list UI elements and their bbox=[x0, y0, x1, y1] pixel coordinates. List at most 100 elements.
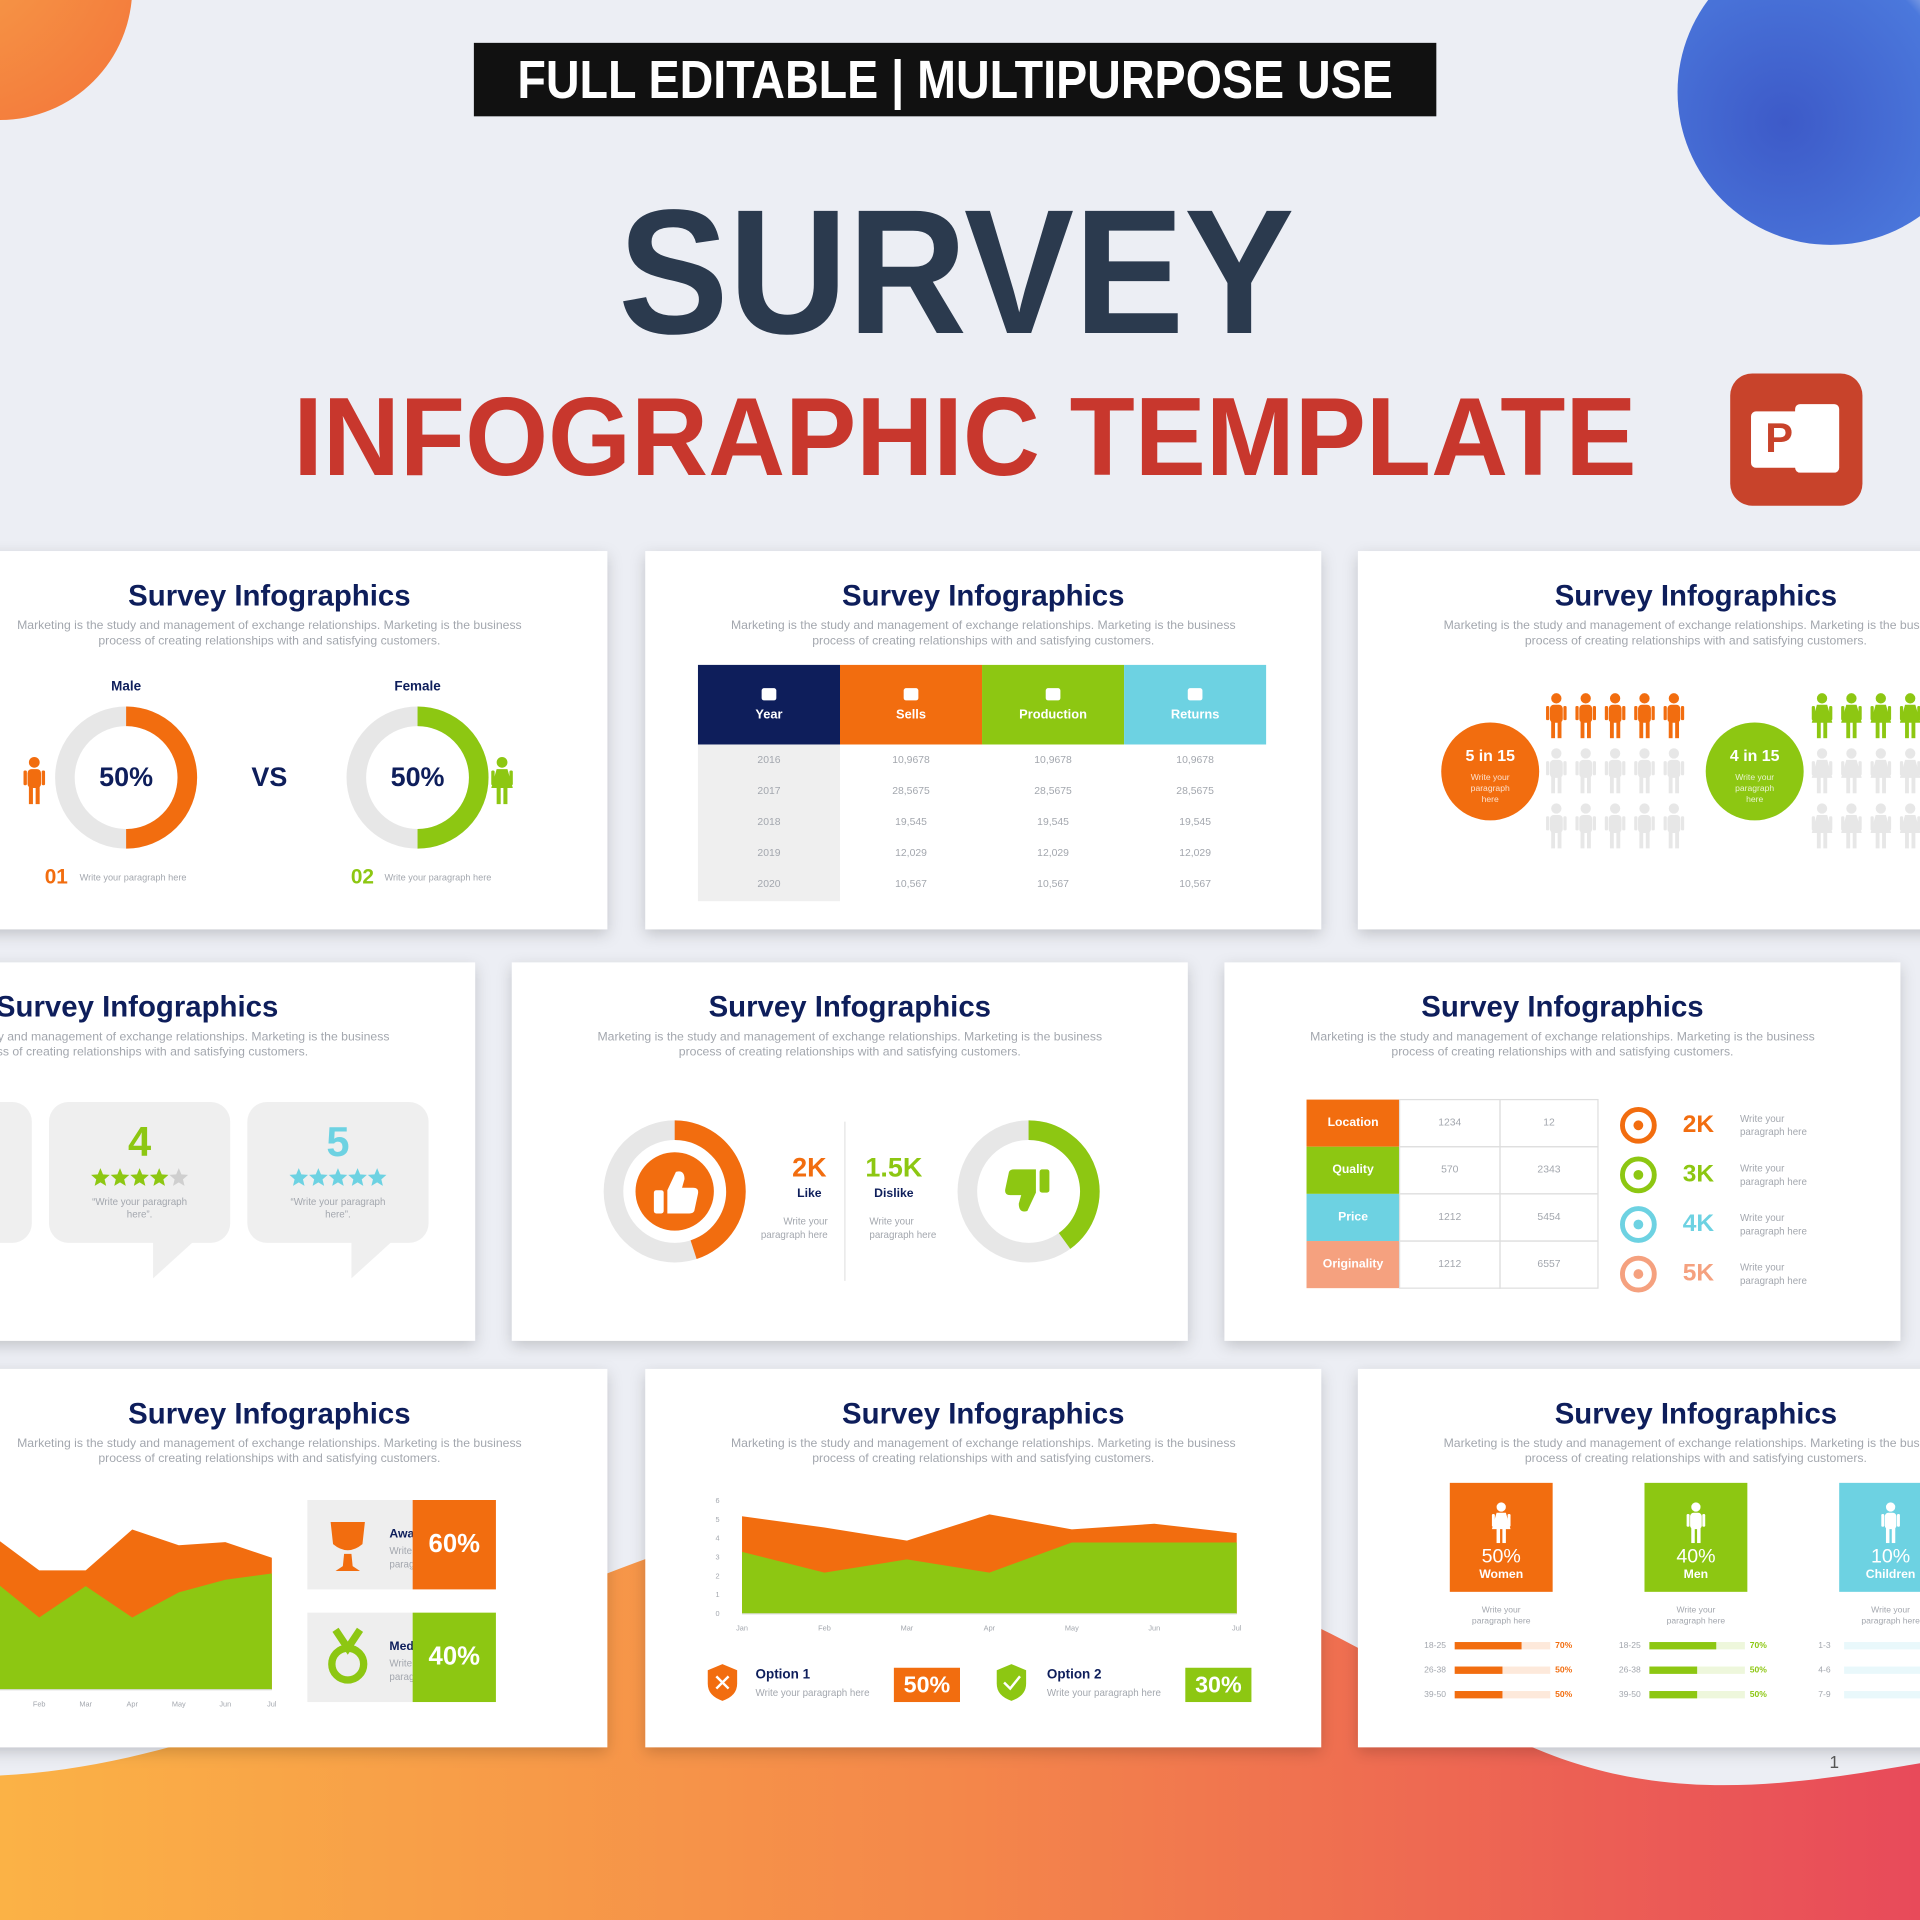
person-arm bbox=[1870, 761, 1874, 776]
person-arm bbox=[1604, 816, 1609, 831]
person-leg bbox=[1816, 721, 1821, 739]
person-icon bbox=[23, 756, 46, 805]
ratio-note: here bbox=[1746, 794, 1763, 804]
person-leg bbox=[1905, 776, 1909, 794]
label-cell bbox=[1306, 1099, 1400, 1147]
person-icon bbox=[1811, 748, 1833, 794]
option-note: Write your paragraph here bbox=[1047, 1688, 1161, 1699]
person-icon bbox=[1663, 803, 1685, 849]
slide-description: Marketing is the study and management of… bbox=[1444, 618, 1920, 632]
person-arm bbox=[1870, 706, 1874, 721]
table-cell: 28,5675 bbox=[1176, 786, 1214, 797]
slide-bg bbox=[1357, 551, 1920, 930]
header-icon bbox=[761, 688, 777, 701]
person-body bbox=[1667, 814, 1681, 833]
card-tail bbox=[351, 1241, 392, 1279]
slide: Survey Infographics Marketing is the stud… bbox=[0, 962, 476, 1341]
age-bar bbox=[1649, 1666, 1698, 1674]
person-arm bbox=[1651, 706, 1655, 721]
person-icon bbox=[1899, 693, 1920, 739]
thumb-icon bbox=[1005, 1169, 1050, 1212]
header-icon bbox=[903, 688, 919, 701]
slide-description: process of creating relationships with a… bbox=[98, 633, 440, 647]
person-head bbox=[1551, 693, 1562, 704]
person-icon bbox=[1546, 693, 1567, 739]
person-head bbox=[1885, 1502, 1896, 1512]
age-value: 50% bbox=[1555, 1664, 1573, 1674]
slide-description: Marketing is the study and management of… bbox=[597, 1029, 1102, 1043]
person-arm bbox=[1686, 1513, 1690, 1527]
person-icon bbox=[1575, 748, 1596, 794]
row-label: Quality bbox=[1332, 1162, 1374, 1176]
person-icon bbox=[1870, 693, 1892, 739]
header-cell bbox=[982, 664, 1125, 745]
x-tick-label: Jun bbox=[219, 1699, 231, 1708]
slide-title: Survey Infographics bbox=[1421, 991, 1703, 1024]
person-arm bbox=[1858, 761, 1862, 776]
person-leg bbox=[496, 786, 501, 805]
person-leg bbox=[1551, 776, 1556, 794]
ratio-note: Write your bbox=[1471, 772, 1510, 782]
slide: Survey Infographics Marketing is the stud… bbox=[1224, 962, 1901, 1341]
person-leg bbox=[1645, 776, 1650, 794]
person-leg bbox=[1668, 721, 1673, 739]
person-leg bbox=[1675, 831, 1680, 849]
person-head bbox=[1551, 748, 1562, 759]
person-arm bbox=[1680, 761, 1685, 776]
table-cell: 12,029 bbox=[1037, 848, 1069, 859]
cell-value: 5454 bbox=[1537, 1212, 1560, 1223]
person-head bbox=[1905, 803, 1916, 814]
stat-icon-dot bbox=[1633, 1170, 1644, 1180]
header-icon bbox=[1187, 688, 1203, 701]
slide-description: process of creating relationships with a… bbox=[1391, 1045, 1733, 1059]
person-head bbox=[1816, 693, 1828, 704]
table-cell: 19,545 bbox=[895, 817, 927, 828]
person-leg bbox=[1852, 721, 1857, 739]
cell bbox=[1499, 1240, 1599, 1289]
person-arm bbox=[1899, 816, 1904, 831]
table-cell: 19,545 bbox=[1037, 817, 1069, 828]
stat-note: Write your bbox=[1740, 1163, 1785, 1174]
table-cell: 2020 bbox=[757, 879, 780, 890]
donut-label: 50% bbox=[391, 762, 445, 792]
person-head bbox=[1691, 1502, 1701, 1512]
person-body bbox=[1841, 704, 1862, 723]
stat-label: Dislike bbox=[874, 1186, 914, 1200]
option-percent: 30% bbox=[1195, 1671, 1242, 1697]
age-label: 1-3 bbox=[1818, 1640, 1831, 1650]
x-tick-label: May bbox=[1065, 1624, 1079, 1633]
person-body bbox=[1899, 759, 1920, 778]
area bbox=[0, 1573, 272, 1690]
stat-value: 1.5K bbox=[865, 1152, 922, 1182]
group-note: Write your paragraph here bbox=[80, 872, 187, 882]
slide-description: Marketing is the study and management of… bbox=[1310, 1029, 1815, 1043]
group-number: 01 bbox=[45, 865, 68, 888]
age-label: 39-50 bbox=[1619, 1689, 1641, 1699]
ratio-note: paragraph bbox=[1471, 783, 1510, 793]
slide-description: process of creating relationships with a… bbox=[98, 1451, 440, 1465]
group-box bbox=[1449, 1482, 1553, 1592]
header-label: Production bbox=[1019, 706, 1087, 721]
person-head bbox=[1905, 748, 1916, 759]
person-leg bbox=[1645, 831, 1650, 849]
person-arm bbox=[509, 770, 513, 786]
option-label: Option 1 bbox=[756, 1667, 811, 1682]
person-arm bbox=[1592, 706, 1596, 721]
person-icon bbox=[1663, 693, 1685, 739]
person-head bbox=[1846, 748, 1857, 759]
person-icon bbox=[1811, 693, 1833, 739]
person-arm bbox=[41, 770, 46, 786]
area bbox=[742, 1542, 1237, 1614]
person-leg bbox=[1823, 776, 1828, 794]
person-body bbox=[1667, 759, 1681, 778]
percent-box bbox=[893, 1667, 960, 1703]
person-icon bbox=[1634, 693, 1655, 739]
group-note: Write your bbox=[1482, 1604, 1521, 1614]
person-leg bbox=[1882, 776, 1886, 794]
x-tick-label: Feb bbox=[818, 1624, 831, 1633]
ratio-note: Write your bbox=[1735, 772, 1774, 782]
person-arm bbox=[1887, 761, 1892, 776]
person-body bbox=[1579, 759, 1593, 778]
person-arm bbox=[1622, 761, 1626, 776]
person-head bbox=[1875, 803, 1886, 814]
